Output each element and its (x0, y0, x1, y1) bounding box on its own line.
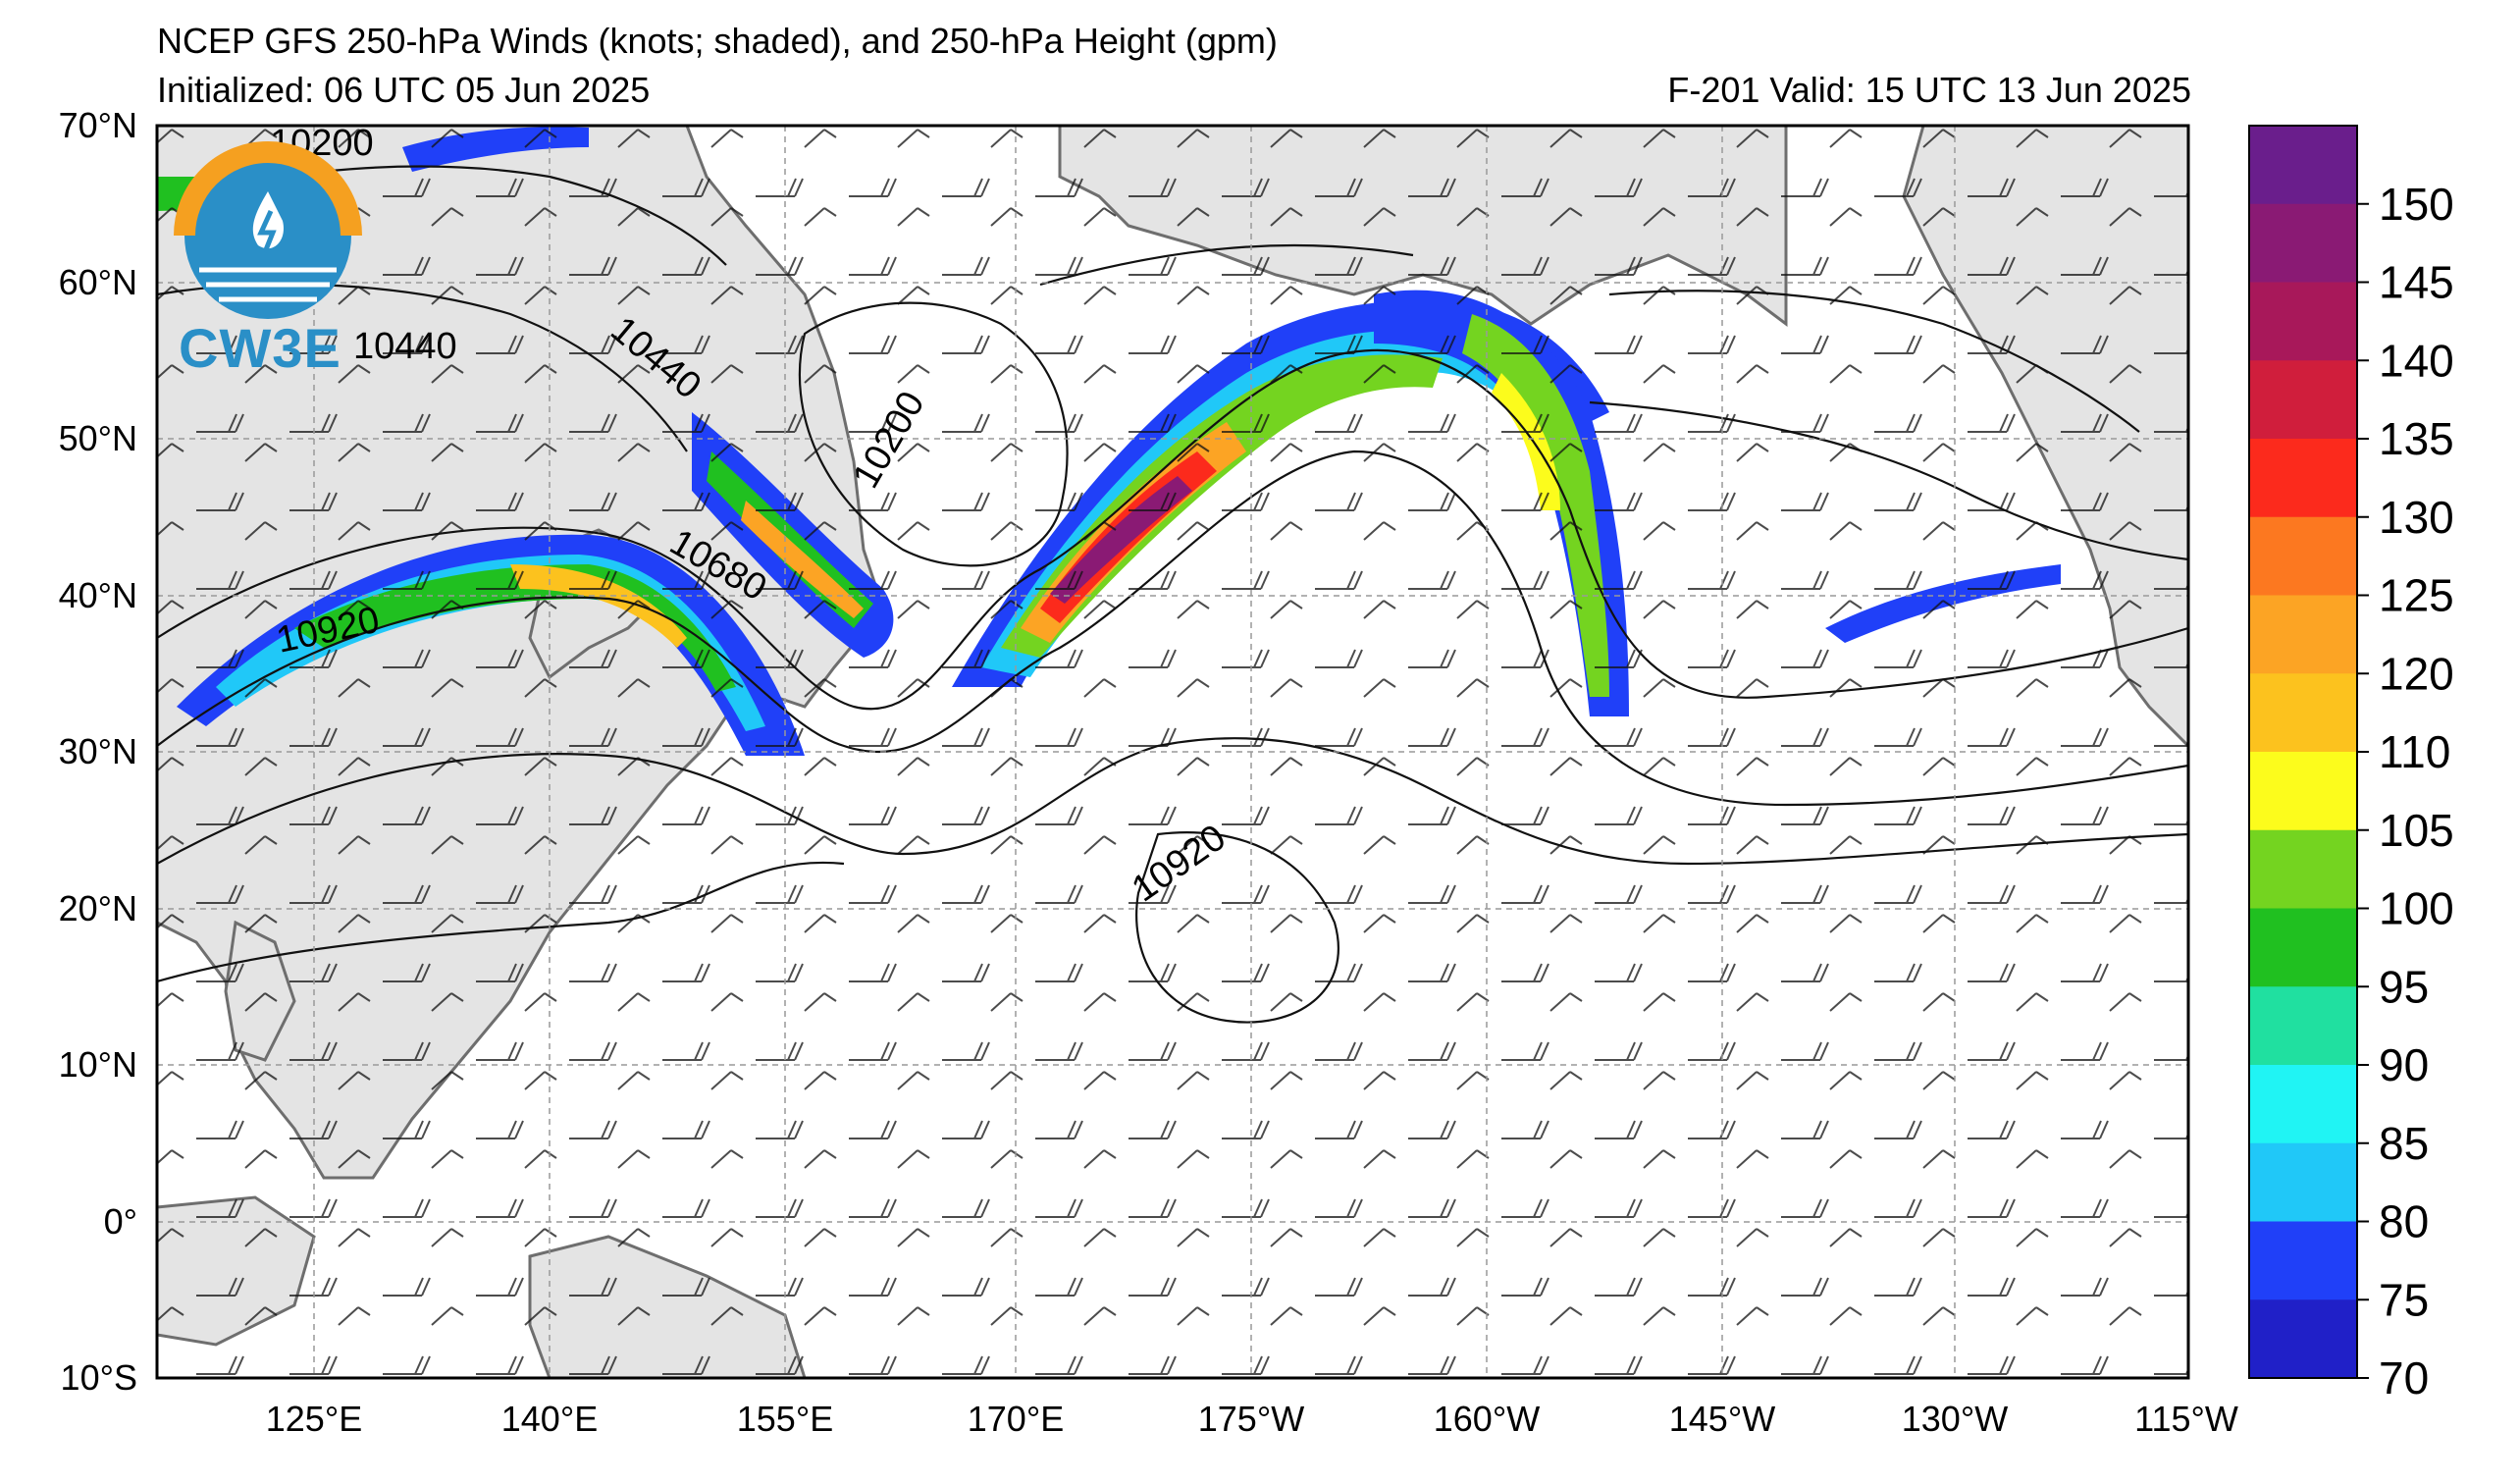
lon-label: 170°E (968, 1399, 1064, 1439)
colorbar-label: 100 (2379, 883, 2454, 934)
lat-label: 0° (104, 1201, 137, 1242)
colorbar-label: 120 (2379, 648, 2454, 699)
colorbar-swatch (2249, 986, 2357, 1066)
map-title: NCEP GFS 250-hPa Winds (knots; shaded), … (157, 21, 1278, 61)
colorbar-swatch (2249, 908, 2357, 987)
lat-label: 70°N (59, 105, 137, 145)
colorbar-swatch (2249, 282, 2357, 361)
colorbar-swatch (2249, 1221, 2357, 1300)
colorbar-label: 75 (2379, 1274, 2429, 1325)
colorbar-swatch (2249, 752, 2357, 831)
colorbar-label: 110 (2379, 726, 2450, 777)
lat-label: 10°S (61, 1357, 137, 1398)
colorbar: 150 145 140 135 130 125 120 110 105 100 95 90 85 80 75… (2248, 125, 2454, 1404)
lat-label: 40°N (59, 575, 137, 615)
lon-label: 115°W (2134, 1399, 2238, 1439)
colorbar-label: 85 (2379, 1118, 2429, 1169)
lon-label: 155°E (737, 1399, 833, 1439)
colorbar-label: 125 (2379, 570, 2454, 621)
colorbar-swatch (2249, 829, 2357, 909)
colorbar-swatch (2249, 1299, 2357, 1379)
colorbar-swatch (2249, 673, 2357, 753)
lon-label: 130°W (1902, 1399, 2008, 1439)
colorbar-label: 80 (2379, 1196, 2429, 1247)
map-frame (155, 124, 2190, 1380)
lat-label: 10°N (59, 1044, 137, 1085)
colorbar-label: 135 (2379, 413, 2454, 464)
lon-label: 175°W (1198, 1399, 1304, 1439)
lon-label: 140°E (501, 1399, 598, 1439)
colorbar-label: 140 (2379, 335, 2454, 386)
colorbar-swatch (2249, 439, 2357, 518)
graticule (157, 126, 2188, 1378)
lat-label: 60°N (59, 262, 137, 302)
colorbar-swatch (2249, 1065, 2357, 1144)
colorbar-swatch (2249, 203, 2357, 283)
colorbar-swatch (2249, 595, 2357, 674)
colorbar-label: 105 (2379, 805, 2454, 856)
lon-label: 125°E (266, 1399, 362, 1439)
colorbar-label: 150 (2379, 179, 2454, 230)
colorbar-label: 130 (2379, 492, 2454, 543)
init-time: Initialized: 06 UTC 05 Jun 2025 (157, 70, 651, 110)
cw3e-logo-icon (174, 141, 362, 319)
contour-label: 10440 (353, 326, 457, 367)
lon-label: 145°W (1669, 1399, 1775, 1439)
colorbar-swatch (2249, 516, 2357, 596)
lat-label: 30°N (59, 731, 137, 771)
colorbar-swatch (2249, 126, 2357, 205)
lat-label: 50°N (59, 418, 137, 458)
colorbar-swatch (2249, 360, 2357, 440)
colorbar-label: 70 (2379, 1352, 2429, 1404)
colorbar-label: 145 (2379, 257, 2454, 308)
colorbar-label: 90 (2379, 1039, 2429, 1090)
valid-time: F-201 Valid: 15 UTC 13 Jun 2025 (1667, 70, 2191, 110)
lon-label: 160°W (1434, 1399, 1540, 1439)
colorbar-label: 95 (2379, 961, 2429, 1012)
height-contours (157, 165, 2188, 1024)
logo-text: CW3E (179, 317, 341, 379)
colorbar-swatch (2249, 1142, 2357, 1222)
lat-label: 20°N (59, 888, 137, 928)
